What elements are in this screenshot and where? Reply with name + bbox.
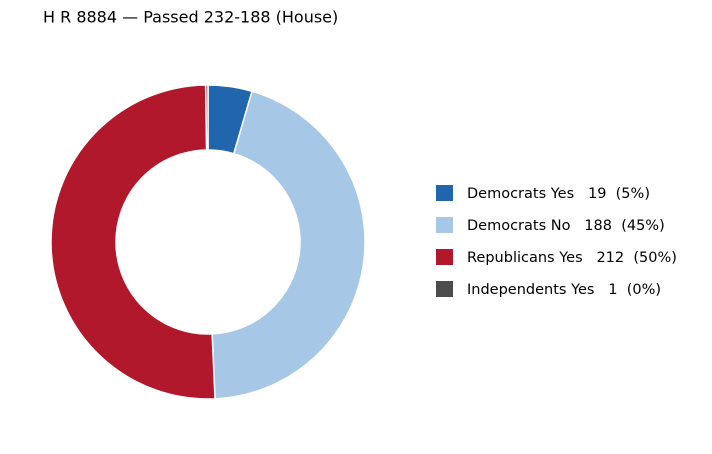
legend-label: Independents Yes 1 (0%) xyxy=(467,282,661,298)
legend-label: Democrats No 188 (45%) xyxy=(467,218,665,234)
legend-swatch xyxy=(436,185,453,201)
chart-title: H R 8884 — Passed 232-188 (House) xyxy=(43,8,338,27)
legend-label: Democrats Yes 19 (5%) xyxy=(467,186,650,202)
donut-wedge xyxy=(211,90,366,400)
donut-wedge xyxy=(204,84,209,151)
legend-label: Republicans Yes 212 (50%) xyxy=(467,250,677,266)
legend-swatch xyxy=(436,217,453,233)
donut-wedge xyxy=(50,84,216,400)
legend-swatch xyxy=(436,249,453,265)
legend-swatch xyxy=(436,281,453,297)
